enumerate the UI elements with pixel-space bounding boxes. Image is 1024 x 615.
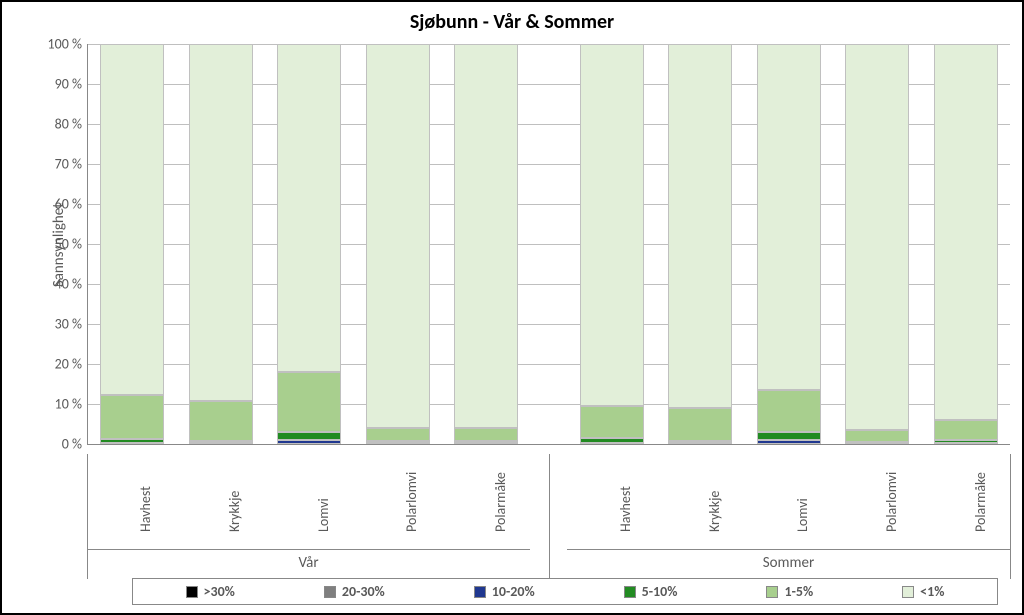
x-category-label: Polarlomvi (403, 472, 420, 532)
legend-item: >30% (186, 583, 235, 600)
bar-segment (366, 44, 430, 428)
bar-segment (189, 44, 253, 401)
bar-segment (845, 430, 909, 442)
bar-segment (668, 441, 732, 443)
bar-segment (580, 44, 644, 406)
bar (580, 44, 644, 444)
group-label: Vår (298, 554, 318, 572)
bar-segment (277, 432, 341, 440)
x-category-label: Polarlomvi (883, 472, 900, 532)
legend-swatch (766, 586, 778, 598)
x-labels-area: HavhestKrykkjeLomviPolarlomviPolarmåkeVå… (87, 454, 1010, 549)
bar-segment (189, 401, 253, 441)
axis-extension (1010, 454, 1011, 579)
chart-container: Sjøbunn - Vår & Sommer Sannsynlighet 0 %… (0, 0, 1024, 615)
group-underline (567, 549, 1010, 550)
legend-swatch (902, 586, 914, 598)
bar-segment (454, 44, 518, 428)
x-category-label: Havhest (617, 486, 634, 532)
x-category-label: Lomvi (794, 498, 811, 532)
bar-segment (934, 44, 998, 420)
y-tick-label: 80 % (55, 116, 88, 133)
y-tick-label: 40 % (55, 276, 88, 293)
bar-segment (366, 428, 430, 441)
bar (454, 44, 518, 444)
group-divider (549, 454, 550, 579)
bar-segment (580, 438, 644, 443)
bar (668, 44, 732, 444)
bar-segment (366, 441, 430, 443)
bar-segment (454, 441, 518, 443)
bar (189, 44, 253, 444)
bar-segment (757, 440, 821, 444)
bar (100, 44, 164, 444)
x-category-label: Havhest (137, 486, 154, 532)
legend-item: <1% (902, 583, 944, 600)
bar-segment (100, 44, 164, 395)
legend-swatch (624, 586, 636, 598)
legend-item: 20-30% (324, 583, 385, 600)
y-tick-label: 10 % (55, 396, 88, 413)
y-tick-label: 20 % (55, 356, 88, 373)
bar-segment (668, 408, 732, 441)
legend-label: 5-10% (642, 583, 678, 600)
y-tick-label: 30 % (55, 316, 88, 333)
y-tick-label: 90 % (55, 76, 88, 93)
bar-segment (934, 420, 998, 440)
bar-segment (277, 44, 341, 372)
bar-segment (189, 441, 253, 443)
bar-segment (934, 440, 998, 443)
bar-segment (757, 432, 821, 440)
axis-extension (87, 454, 88, 579)
y-tick-label: 60 % (55, 196, 88, 213)
plot-wrapper: Sannsynlighet 0 %10 %20 %30 %40 %50 %60 … (87, 44, 1010, 445)
bar-segment (757, 44, 821, 390)
legend-swatch (186, 586, 198, 598)
bar-segment (100, 439, 164, 443)
y-tick-label: 0 % (62, 436, 88, 453)
y-tick-label: 70 % (55, 156, 88, 173)
x-category-label: Lomvi (315, 498, 332, 532)
chart-title: Sjøbunn - Vår & Sommer (2, 2, 1022, 38)
legend-label: 1-5% (784, 583, 813, 600)
legend-swatch (324, 586, 336, 598)
legend-swatch (474, 586, 486, 598)
group-underline (87, 549, 530, 550)
bar (934, 44, 998, 444)
y-tick-label: 50 % (55, 236, 88, 253)
legend-label: >30% (204, 583, 235, 600)
bar (845, 44, 909, 444)
bar-segment (277, 372, 341, 432)
y-tick-label: 100 % (48, 36, 88, 53)
bar-segment (668, 44, 732, 408)
legend-label: <1% (920, 583, 944, 600)
bar (757, 44, 821, 444)
bar-segment (580, 406, 644, 438)
bar-segment (845, 44, 909, 430)
legend-item: 5-10% (624, 583, 678, 600)
bar (366, 44, 430, 444)
plot-area: 0 %10 %20 %30 %40 %50 %60 %70 %80 %90 %1… (87, 44, 1010, 445)
group-label: Sommer (763, 554, 814, 572)
legend: >30% 20-30% 10-20% 5-10% 1-5% <1% (132, 578, 998, 605)
bar-segment (454, 428, 518, 441)
bar (277, 44, 341, 444)
legend-label: 10-20% (492, 583, 535, 600)
x-category-label: Krykkje (226, 491, 243, 532)
legend-label: 20-30% (342, 583, 385, 600)
x-category-label: Polarmåke (972, 472, 989, 532)
bar-segment (100, 395, 164, 439)
x-category-label: Polarmåke (492, 472, 509, 532)
legend-item: 10-20% (474, 583, 535, 600)
legend-item: 1-5% (766, 583, 813, 600)
x-category-label: Krykkje (706, 491, 723, 532)
bar-segment (277, 440, 341, 444)
bar-segment (757, 390, 821, 432)
